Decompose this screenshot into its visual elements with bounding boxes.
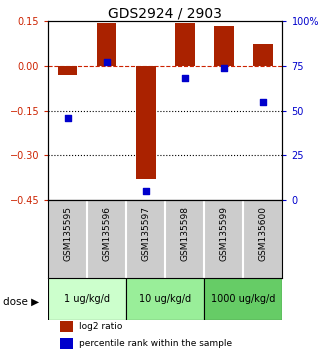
Text: GSM135598: GSM135598 [180, 206, 189, 261]
Text: GSM135595: GSM135595 [63, 206, 72, 261]
Point [182, 75, 187, 81]
Bar [60, 321, 73, 332]
Bar [253, 44, 273, 66]
Point [143, 188, 148, 194]
Point [65, 115, 70, 120]
Text: 1 ug/kg/d: 1 ug/kg/d [64, 294, 110, 304]
Title: GDS2924 / 2903: GDS2924 / 2903 [108, 6, 222, 20]
Bar [60, 338, 73, 349]
Text: GSM135599: GSM135599 [219, 206, 229, 261]
Text: 1000 ug/kg/d: 1000 ug/kg/d [211, 294, 276, 304]
Text: dose ▶: dose ▶ [3, 297, 39, 307]
Text: GSM135596: GSM135596 [102, 206, 111, 261]
Text: 10 ug/kg/d: 10 ug/kg/d [139, 294, 191, 304]
Point [104, 59, 109, 65]
Bar [97, 23, 117, 66]
Bar [48, 278, 126, 320]
Bar [214, 26, 234, 66]
Point [260, 99, 265, 104]
Bar [204, 278, 282, 320]
Bar [136, 66, 156, 179]
Text: GSM135600: GSM135600 [258, 206, 267, 261]
Point [221, 65, 226, 70]
Text: GSM135597: GSM135597 [141, 206, 150, 261]
Bar [58, 66, 77, 75]
Text: percentile rank within the sample: percentile rank within the sample [79, 339, 232, 348]
Text: log2 ratio: log2 ratio [79, 322, 122, 331]
Bar [175, 23, 195, 66]
Bar [126, 278, 204, 320]
